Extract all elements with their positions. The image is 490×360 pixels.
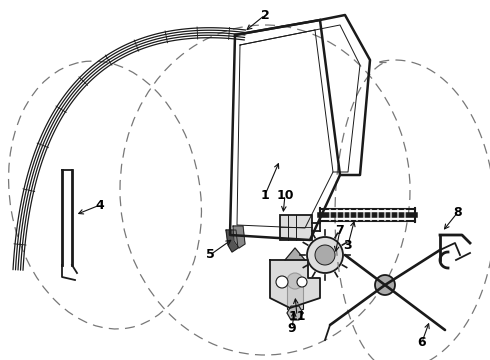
Polygon shape: [285, 248, 305, 260]
Text: 2: 2: [261, 9, 270, 22]
Bar: [287, 281, 303, 309]
Circle shape: [287, 273, 303, 289]
Text: 3: 3: [343, 239, 352, 252]
Text: 11: 11: [288, 310, 306, 323]
Text: 4: 4: [96, 198, 104, 212]
Circle shape: [276, 276, 288, 288]
Text: 6: 6: [417, 336, 426, 348]
Polygon shape: [287, 306, 303, 320]
Circle shape: [315, 245, 335, 265]
Text: 9: 9: [288, 321, 296, 334]
Text: 7: 7: [336, 224, 344, 237]
Text: 5: 5: [206, 248, 215, 261]
Text: 8: 8: [454, 206, 462, 219]
Circle shape: [307, 237, 343, 273]
Bar: [280, 215, 312, 240]
Text: 10: 10: [276, 189, 294, 202]
Polygon shape: [270, 260, 320, 308]
Circle shape: [375, 275, 395, 295]
Text: 1: 1: [261, 189, 270, 202]
Polygon shape: [226, 230, 238, 252]
Polygon shape: [233, 226, 245, 248]
Circle shape: [297, 277, 307, 287]
